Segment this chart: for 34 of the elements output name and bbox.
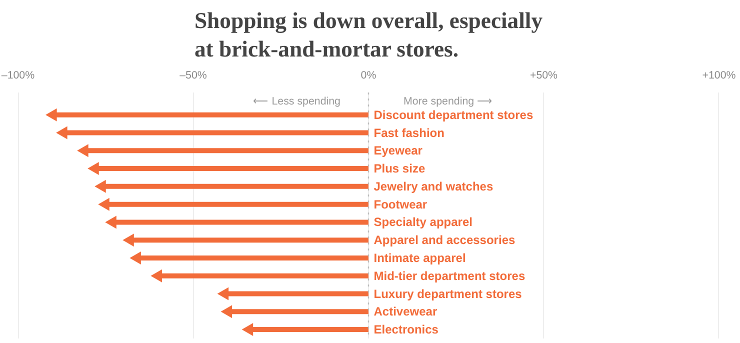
y-tick-label: Fast fashion xyxy=(374,126,444,140)
y-tick-label: Intimate apparel xyxy=(374,250,466,265)
point xyxy=(220,305,232,318)
y-tick-label: Specialty apparel xyxy=(374,215,472,230)
y-tick-label: Electronics xyxy=(374,322,439,337)
y-tick-label: Plus size xyxy=(374,162,426,176)
point xyxy=(130,251,141,264)
point xyxy=(217,287,229,300)
point xyxy=(77,144,88,158)
x-tick-label: –50% xyxy=(180,70,208,82)
y-tick-label: Activewear xyxy=(374,304,438,319)
point xyxy=(122,234,134,247)
annotation: More spending ⟶ xyxy=(404,95,494,108)
y-tick-label: Footwear xyxy=(374,197,428,212)
point xyxy=(150,269,162,282)
y-tick-label: Luxury department stores xyxy=(374,286,522,301)
point xyxy=(98,198,110,211)
y-tick-label: Apparel and accessories xyxy=(374,233,516,248)
point xyxy=(105,216,116,229)
annotation: ⟵ Less spending xyxy=(252,95,341,108)
point xyxy=(46,108,57,122)
y-tick-label: Jewelry and watches xyxy=(374,179,494,194)
x-tick-label: +50% xyxy=(530,70,558,82)
point xyxy=(242,323,254,336)
x-tick-label: 0% xyxy=(360,70,377,82)
y-tick-label: Eyewear xyxy=(374,144,423,158)
point xyxy=(56,126,68,140)
chart-title: Shopping is down overall, especially at brick-and-mortar stores. xyxy=(194,8,544,62)
y-tick-label: Discount department stores xyxy=(374,108,534,122)
point xyxy=(94,180,106,193)
y-tick-label: Mid-tier department stores xyxy=(374,268,526,283)
x-tick-label: –100% xyxy=(1,70,36,82)
point xyxy=(88,162,99,176)
x-tick-label: +100% xyxy=(702,70,736,82)
